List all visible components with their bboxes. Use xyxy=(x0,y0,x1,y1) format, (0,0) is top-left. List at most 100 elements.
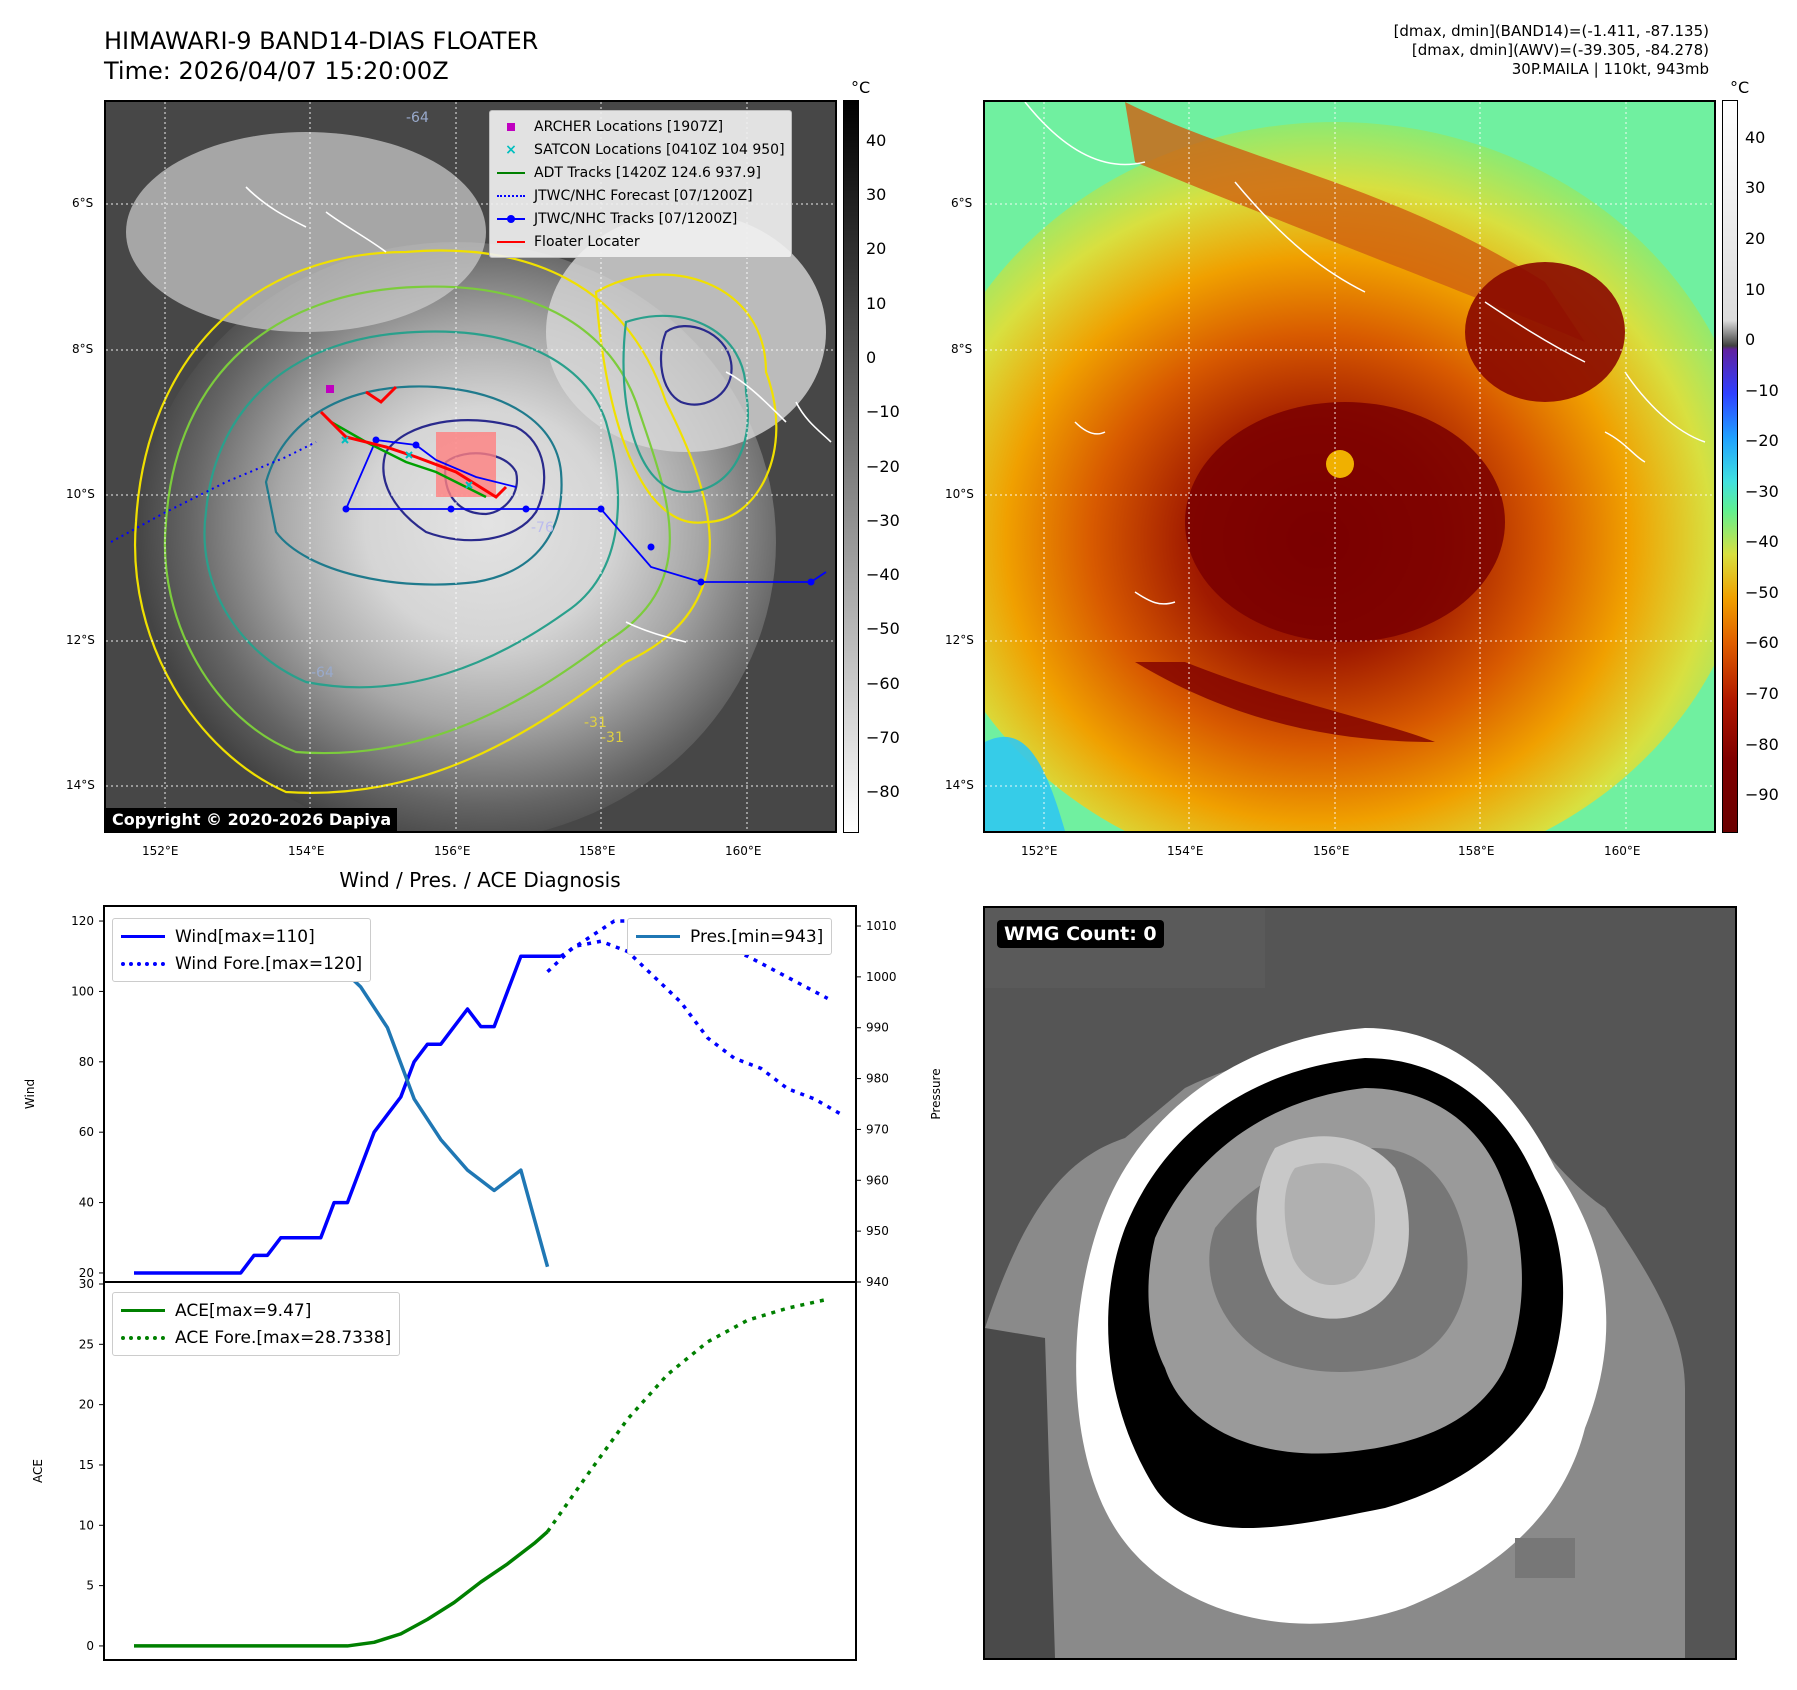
ace-y-tick-label: 30 xyxy=(79,1277,94,1291)
wind-y-tick-label: 100 xyxy=(71,984,94,998)
solid-line-icon xyxy=(496,234,526,250)
contour-label: -64 xyxy=(311,665,334,681)
ir-legend: ARCHER Locations [1907Z] × SATCON Locatio… xyxy=(489,110,792,258)
wind-y-tick-label: 80 xyxy=(79,1055,94,1069)
info-line-3: 30P.MAILA | 110kt, 943mb xyxy=(1511,60,1709,78)
lon-label: 160°E xyxy=(1604,844,1641,858)
colorbar-tick-label: −40 xyxy=(866,565,900,585)
pressure-y-tick-label: 1010 xyxy=(866,919,897,933)
colorbar-tick-label: −30 xyxy=(866,510,900,530)
pressure-y-tick-label: 950 xyxy=(866,1224,889,1238)
info-line-1: [dmax, dmin](BAND14)=(-1.411, -87.135) xyxy=(1393,22,1709,40)
colorbar-tick-label: −80 xyxy=(1745,734,1779,754)
colorbar-tick-label: 40 xyxy=(866,130,887,150)
wind-axis-label: Wind xyxy=(23,1079,37,1109)
wind-y-tick-label: 40 xyxy=(79,1196,94,1210)
ir-satellite-panel: -76 -31 -64 -64 -31 ARCHER Locations [19… xyxy=(104,100,837,833)
ace-y-tick-label: 20 xyxy=(79,1398,94,1412)
copyright-notice: Copyright © 2020-2026 Dapiya xyxy=(106,808,398,831)
legend-item-adt: ADT Tracks [1420Z 124.6 937.9] xyxy=(496,161,785,184)
ace-y-tick-label: 15 xyxy=(79,1458,94,1472)
solid-line-icon xyxy=(121,927,165,947)
ace-y-tick-label: 10 xyxy=(79,1518,94,1532)
colorbar-tick-label: 10 xyxy=(866,293,887,313)
ace-y-tick-label: 0 xyxy=(86,1639,94,1653)
colorbar-tick-label: 20 xyxy=(1745,229,1766,249)
legend-item-jtwc-tracks: JTWC/NHC Tracks [07/1200Z] xyxy=(496,207,785,230)
lon-label: 154°E xyxy=(288,844,325,858)
solid-line-icon xyxy=(121,1301,165,1321)
legend-item-wind-forecast: Wind Fore.[max=120] xyxy=(121,950,362,977)
lat-label: 14°S xyxy=(66,778,95,792)
square-marker-icon xyxy=(496,119,526,135)
wind-y-tick-label: 20 xyxy=(79,1266,94,1280)
colorbar-tick-label: −90 xyxy=(1745,785,1779,805)
colorbar-tick-label: −10 xyxy=(866,402,900,422)
colorbar-tick-label: −60 xyxy=(866,673,900,693)
title-line-2: Time: 2026/04/07 15:20:00Z xyxy=(104,57,449,85)
legend-item-ace: ACE[max=9.47] xyxy=(121,1297,391,1324)
wind-legend: Wind[max=110] Wind Fore.[max=120] xyxy=(112,918,372,982)
ir-colorbar-unit: °C xyxy=(851,78,871,97)
legend-item-pressure: Pres.[min=943] xyxy=(636,923,823,950)
contour-label: -76 xyxy=(531,520,554,536)
wmg-panel: WMG Count: 0 xyxy=(983,906,1737,1660)
pressure-y-tick-label: 970 xyxy=(866,1122,889,1136)
lat-label: 10°S xyxy=(945,487,974,501)
colorbar-tick-label: −30 xyxy=(1745,481,1779,501)
lat-label: 6°S xyxy=(951,196,973,210)
contour-label: -31 xyxy=(601,730,624,746)
legend-item-archer: ARCHER Locations [1907Z] xyxy=(496,115,785,138)
ace-axis-label: ACE xyxy=(31,1459,45,1483)
dotted-line-icon xyxy=(121,954,165,974)
awv-colorbar xyxy=(1722,100,1738,833)
wind-y-tick-label: 120 xyxy=(71,914,94,928)
ace-forecast-line xyxy=(546,1297,829,1533)
colorbar-tick-label: −40 xyxy=(1745,532,1779,552)
diagnosis-title: Wind / Pres. / ACE Diagnosis xyxy=(339,868,621,892)
lat-label: 14°S xyxy=(945,778,974,792)
colorbar-tick-label: 0 xyxy=(866,347,877,367)
awv-image xyxy=(985,102,1714,831)
awv-colorbar-unit: °C xyxy=(1730,78,1750,97)
ace-axes-frame xyxy=(103,1281,857,1661)
colorbar-tick-label: −20 xyxy=(866,456,900,476)
wind-line xyxy=(134,954,561,1275)
line-dot-icon xyxy=(496,211,526,227)
contour-label: -31 xyxy=(584,715,607,731)
colorbar-tick-label: 0 xyxy=(1745,330,1756,350)
colorbar-tick-label: 20 xyxy=(866,239,887,259)
diagnosis-chart: 2040608010012094095096097098099010001010… xyxy=(23,905,943,1661)
dotted-line-icon xyxy=(496,188,526,204)
colorbar-tick-label: −80 xyxy=(866,782,900,802)
legend-item-floater: Floater Locater xyxy=(496,230,785,253)
colorbar-tick-label: 30 xyxy=(1745,178,1766,198)
lat-label: 12°S xyxy=(66,633,95,647)
lon-label: 156°E xyxy=(434,844,471,858)
lat-label: 12°S xyxy=(945,633,974,647)
lat-label: 6°S xyxy=(72,196,94,210)
x-marker-icon: × xyxy=(505,141,517,158)
pressure-legend: Pres.[min=943] xyxy=(627,918,833,955)
lon-label: 156°E xyxy=(1313,844,1350,858)
contour-label: -64 xyxy=(406,110,429,126)
ir-colorbar xyxy=(843,100,859,833)
storm-info: [dmax, dmin](BAND14)=(-1.411, -87.135) [… xyxy=(1394,22,1709,79)
colorbar-tick-label: −60 xyxy=(1745,633,1779,653)
dotted-line-icon xyxy=(121,1328,165,1348)
lat-label: 8°S xyxy=(72,342,94,356)
lon-label: 152°E xyxy=(1021,844,1058,858)
solid-line-icon xyxy=(636,927,680,947)
pressure-y-tick-label: 990 xyxy=(866,1021,889,1035)
legend-item-ace-forecast: ACE Fore.[max=28.7338] xyxy=(121,1324,391,1351)
colorbar-tick-label: −10 xyxy=(1745,380,1779,400)
ace-legend: ACE[max=9.47] ACE Fore.[max=28.7338] xyxy=(112,1292,401,1356)
lat-label: 10°S xyxy=(66,487,95,501)
lon-label: 158°E xyxy=(1458,844,1495,858)
title-line-1: HIMAWARI-9 BAND14-DIAS FLOATER xyxy=(104,27,539,55)
ace-y-tick-label: 5 xyxy=(86,1579,94,1593)
solid-line-icon xyxy=(496,165,526,181)
wmg-count-label: WMG Count: 0 xyxy=(997,920,1164,948)
pressure-forecast-line xyxy=(546,939,842,1116)
legend-item-jtwc-forecast: JTWC/NHC Forecast [07/1200Z] xyxy=(496,184,785,207)
